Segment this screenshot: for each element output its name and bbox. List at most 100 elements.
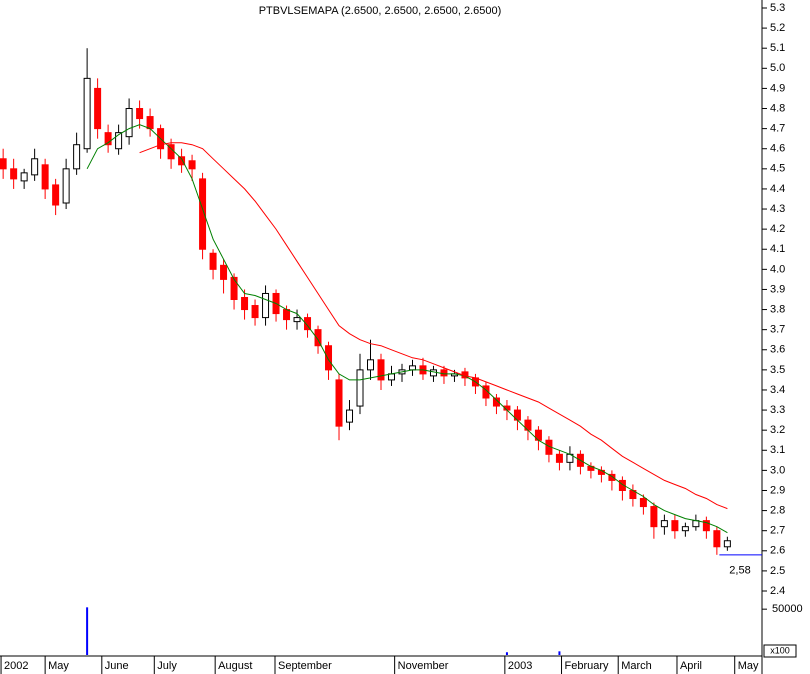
moving-average xyxy=(139,142,728,510)
candle-body xyxy=(251,305,259,319)
y-tick-label: 4.1 xyxy=(770,243,785,255)
candle-body xyxy=(377,359,385,381)
candle-body xyxy=(440,369,448,377)
candle-body xyxy=(408,365,416,371)
last-price-label: 2,58 xyxy=(729,565,750,577)
candle-body xyxy=(713,530,721,548)
candle-body xyxy=(94,87,102,130)
x-tick-label: November xyxy=(398,660,449,672)
y-tick-label: 3.8 xyxy=(770,303,785,315)
volume-unit: x100 xyxy=(770,645,790,655)
y-tick-label: 3.0 xyxy=(770,464,785,476)
candle-body xyxy=(20,172,28,182)
y-tick-label: 3.2 xyxy=(770,424,785,436)
volume-tick-label: 50000 xyxy=(772,603,803,615)
x-tick-label: March xyxy=(621,660,652,672)
moving-average xyxy=(86,124,728,534)
y-tick-label: 3.9 xyxy=(770,283,785,295)
candle-body xyxy=(10,168,18,180)
y-tick-label: 4.7 xyxy=(770,123,785,135)
candle-body xyxy=(283,309,291,321)
y-tick-label: 2.8 xyxy=(770,504,785,516)
y-tick-label: 3.1 xyxy=(770,444,785,456)
y-tick-label: 3.4 xyxy=(770,384,785,396)
y-tick-label: 3.5 xyxy=(770,364,785,376)
y-tick-label: 2.5 xyxy=(770,565,785,577)
x-tick-label: August xyxy=(218,660,252,672)
candle-body xyxy=(209,252,217,270)
candle-body xyxy=(230,276,238,300)
y-tick-label: 2.9 xyxy=(770,484,785,496)
y-tick-label: 4.5 xyxy=(770,163,785,175)
candle-body xyxy=(220,264,228,280)
candle-body xyxy=(325,345,333,371)
candle-body xyxy=(702,520,710,532)
y-tick-label: 3.7 xyxy=(770,324,785,336)
x-tick-label: September xyxy=(278,660,332,672)
candle-body xyxy=(125,108,133,138)
y-tick-label: 5.3 xyxy=(770,2,785,14)
candle-body xyxy=(62,168,70,204)
y-tick-label: 5.2 xyxy=(770,22,785,34)
candle-body xyxy=(335,379,343,427)
volume-bar xyxy=(86,607,89,655)
y-tick-label: 4.3 xyxy=(770,203,785,215)
x-tick-label: May xyxy=(48,660,69,672)
candle-body xyxy=(83,77,91,150)
x-tick-label: April xyxy=(680,660,702,672)
candle-body xyxy=(314,329,322,347)
candle-body xyxy=(618,479,626,491)
candle-body xyxy=(293,317,301,323)
volume-bar xyxy=(558,651,561,655)
y-tick-label: 4.8 xyxy=(770,102,785,114)
candle-body xyxy=(367,359,375,371)
candle-body xyxy=(178,156,186,166)
y-tick-label: 5.1 xyxy=(770,42,785,54)
candle-body xyxy=(0,158,7,170)
candle-body xyxy=(262,292,270,319)
chart-title: PTBVLSEMAPA (2.6500, 2.6500, 2.6500, 2.6… xyxy=(259,5,502,17)
candle-body xyxy=(104,132,112,146)
x-tick-label: July xyxy=(157,660,177,672)
candle-body xyxy=(52,184,60,206)
y-tick-label: 4.0 xyxy=(770,263,785,275)
candle-body xyxy=(115,132,123,150)
unit-box xyxy=(763,644,797,658)
x-tick-label: February xyxy=(565,660,610,672)
y-tick-label: 2.4 xyxy=(770,585,785,597)
candle-body xyxy=(429,369,437,377)
candle-body xyxy=(146,116,154,130)
y-tick-label: 4.9 xyxy=(770,82,785,94)
volume-bar xyxy=(505,652,508,655)
candle-body xyxy=(241,296,249,311)
candle-body xyxy=(356,369,364,407)
candle-body xyxy=(650,506,658,528)
candle-body xyxy=(692,520,700,528)
candle-body xyxy=(660,520,668,528)
candle-body xyxy=(136,108,144,120)
y-tick-label: 2.6 xyxy=(770,545,785,557)
x-tick-label: May xyxy=(738,660,759,672)
candle-body xyxy=(346,409,354,423)
y-tick-label: 3.6 xyxy=(770,344,785,356)
candle-body xyxy=(608,473,616,481)
candle-body xyxy=(639,498,647,508)
candle-body xyxy=(188,160,196,170)
candle-body xyxy=(199,178,207,250)
candle-body xyxy=(681,526,689,532)
candle-body xyxy=(555,453,563,463)
y-tick-label: 4.4 xyxy=(770,183,785,195)
candle-body xyxy=(73,144,81,170)
candle-body xyxy=(723,540,731,548)
y-tick-label: 2.7 xyxy=(770,525,785,537)
y-tick-label: 4.2 xyxy=(770,223,785,235)
y-tick-label: 5.0 xyxy=(770,62,785,74)
y-tick-label: 3.3 xyxy=(770,404,785,416)
candle-body xyxy=(482,385,490,399)
candle-body xyxy=(31,158,39,176)
x-tick-label: June xyxy=(105,660,129,672)
x-tick-label: 2003 xyxy=(508,660,532,672)
candle-body xyxy=(492,397,500,407)
